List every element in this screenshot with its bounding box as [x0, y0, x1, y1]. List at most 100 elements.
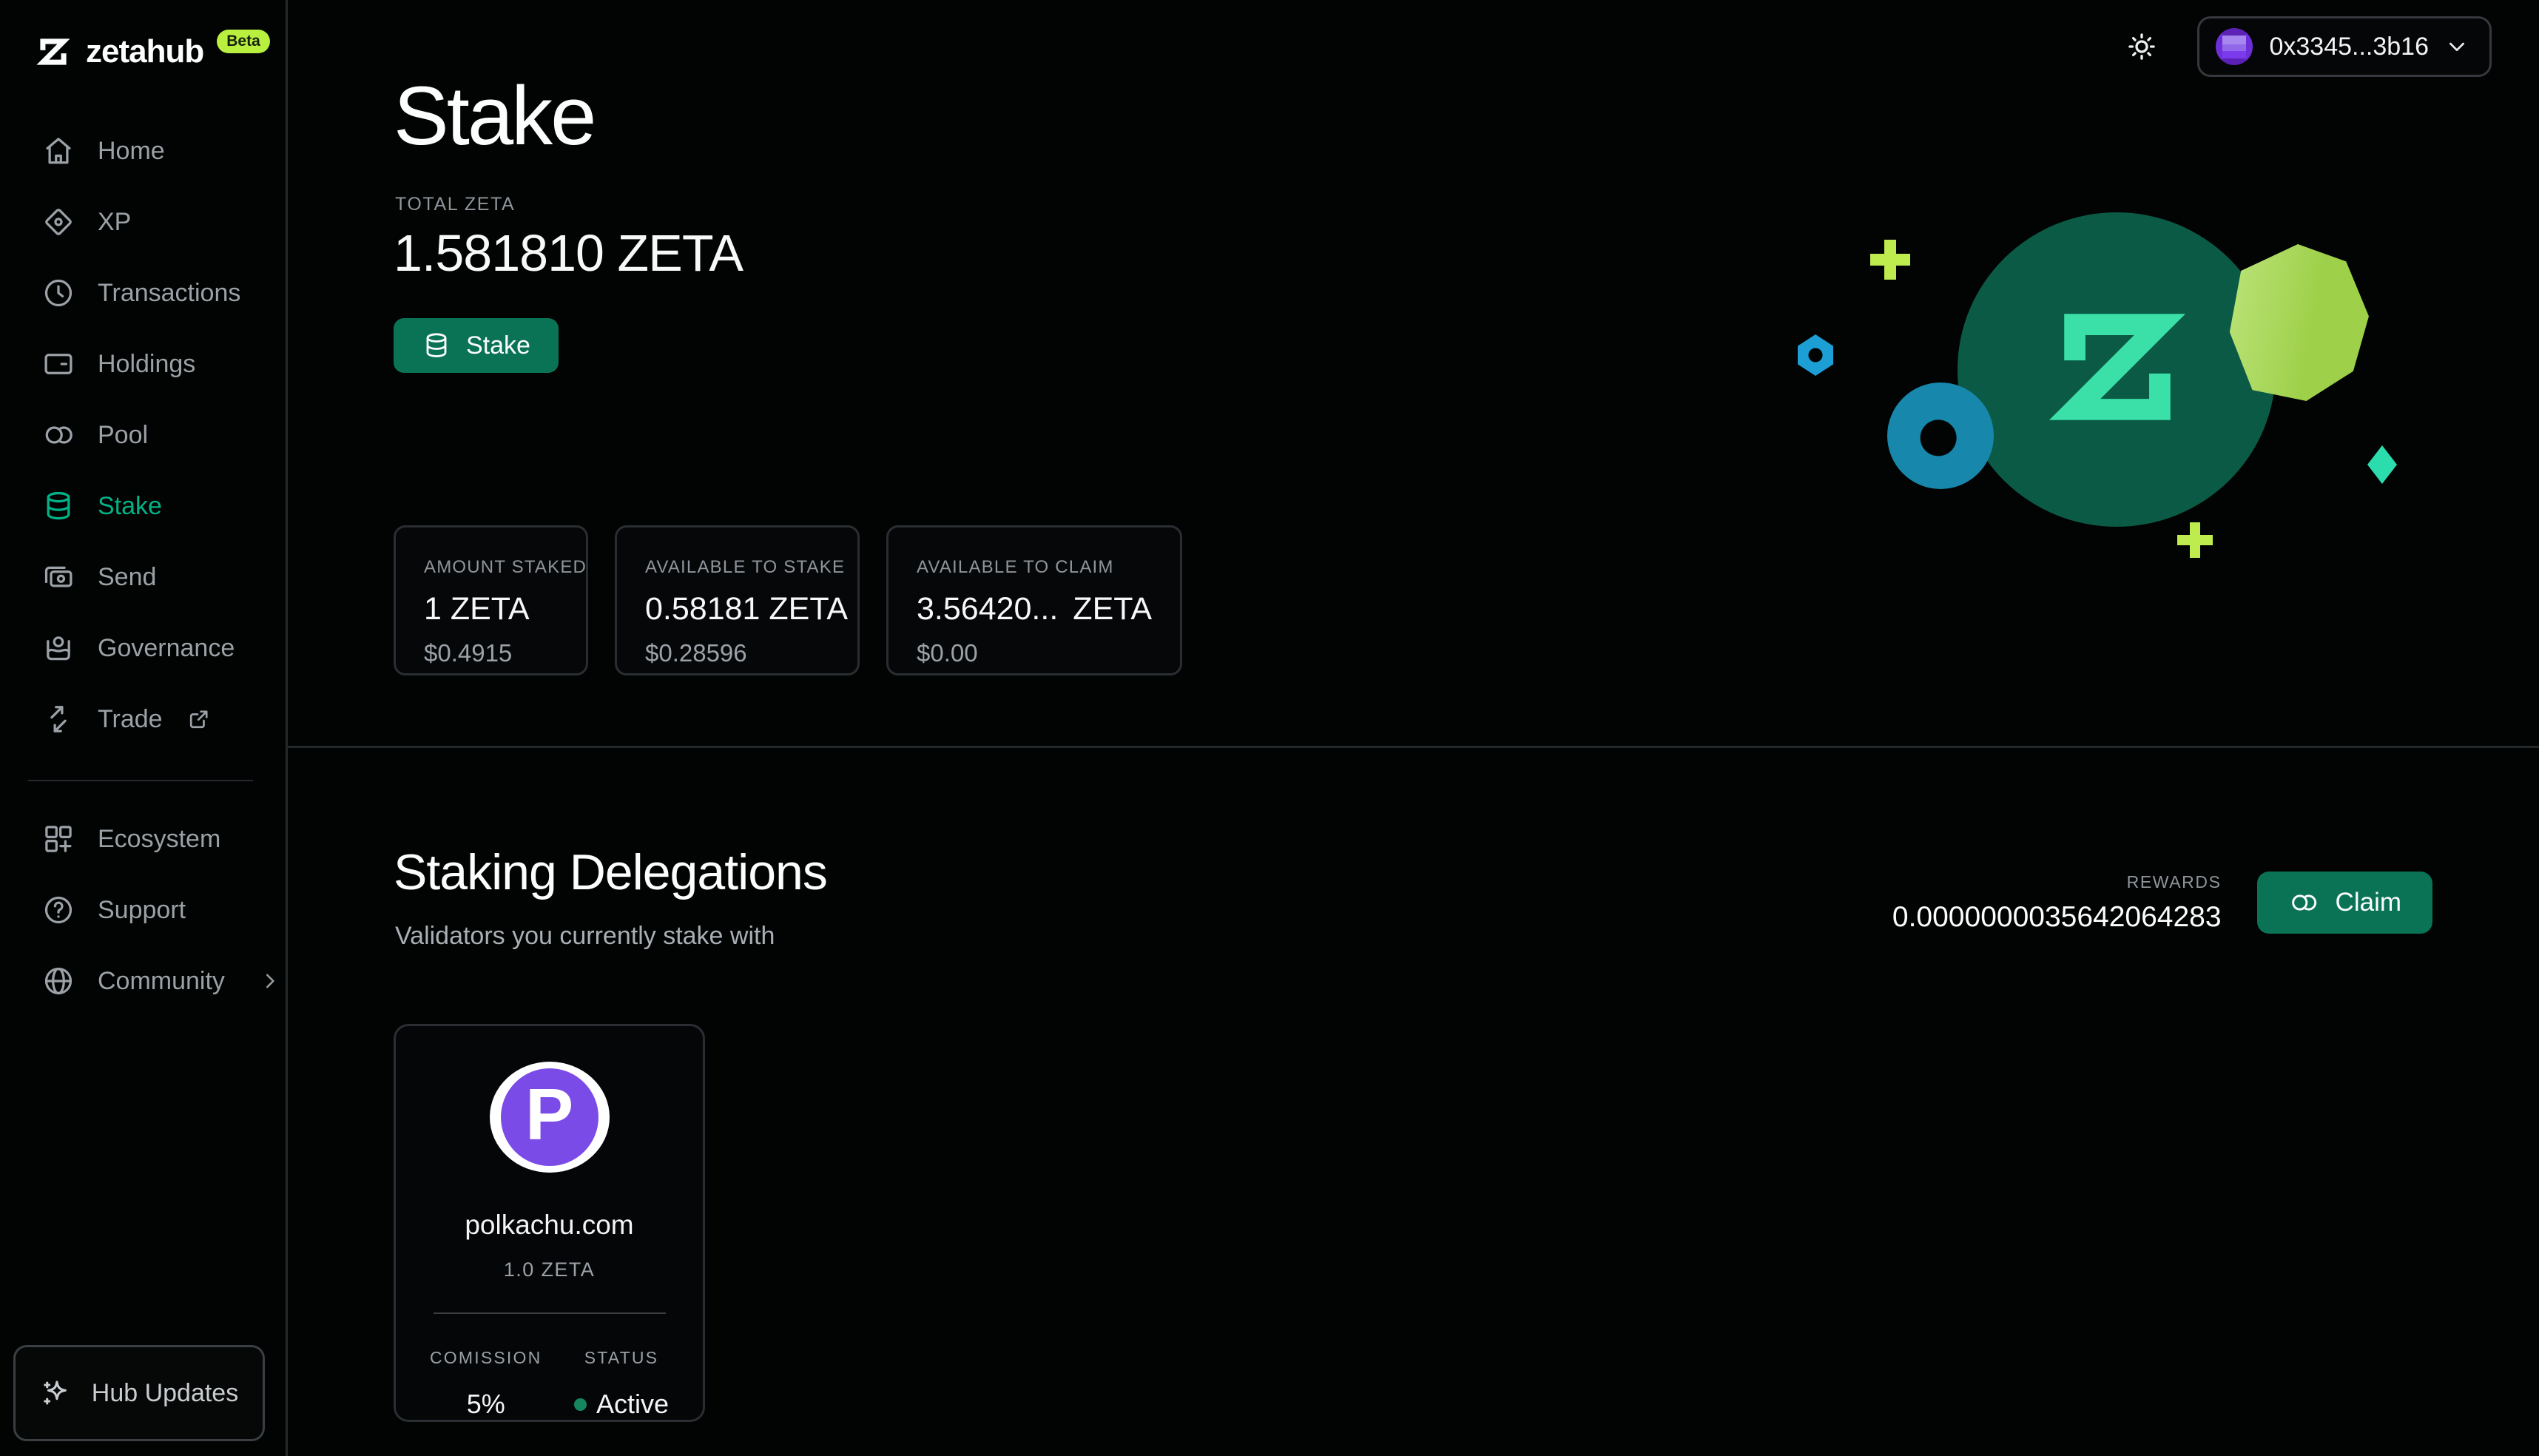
sidebar-item-trade[interactable]: Trade [0, 684, 286, 755]
status-dot-icon [573, 1398, 587, 1411]
help-circle-icon [41, 893, 75, 927]
commission-value: 5% [466, 1389, 505, 1419]
commission-label: COMISSION [430, 1348, 542, 1367]
decor-plus-top [1870, 240, 1910, 280]
sidebar-divider [28, 780, 253, 781]
chevron-down-icon [2445, 35, 2469, 58]
sidebar-item-transactions[interactable]: Transactions [0, 257, 286, 328]
brand-name: zetahub [86, 33, 204, 70]
stat-value: 3.56420... [917, 591, 1059, 627]
rewards-block: REWARDS 0.0000000035642064283 [1892, 872, 2222, 934]
decor-lime-heptagon [2229, 244, 2369, 401]
primary-nav: Home XP Transactions Holdings Pool [0, 115, 286, 1017]
validator-commission: COMISSION 5% [430, 1348, 542, 1420]
database-icon [422, 331, 451, 360]
main-content: 0x3345...3b16 Stake TOTAL ZETA 1.581810 … [288, 0, 2539, 1456]
external-link-icon [185, 707, 212, 732]
sidebar-item-community[interactable]: Community [0, 946, 286, 1017]
validator-card[interactable]: P polkachu.com 1.0 ZETA COMISSION 5% STA… [394, 1024, 705, 1422]
rewards-label: REWARDS [2126, 872, 2222, 892]
stat-cards: AMOUNT STAKED 1 ZETA $0.4915 AVAILABLE T… [394, 525, 1182, 675]
validator-status: STATUS Active [573, 1348, 669, 1420]
stat-label: AMOUNT STAKED [424, 557, 587, 577]
stat-card-amount-staked: AMOUNT STAKED 1 ZETA $0.4915 [394, 525, 588, 675]
sidebar-item-pool[interactable]: Pool [0, 400, 286, 471]
sidebar-item-label: Holdings [98, 349, 196, 378]
stat-value: 0.58181 ZETA [645, 591, 849, 627]
sidebar-item-home[interactable]: Home [0, 115, 286, 186]
stat-usd: $0.4915 [424, 639, 513, 667]
decor-green-circle [1958, 212, 2276, 527]
stat-card-available-to-claim: AVAILABLE TO CLAIM 3.56420... ZETA $0.00 [886, 525, 1182, 675]
stat-card-available-to-stake: AVAILABLE TO STAKE 0.58181 ZETA $0.28596 [615, 525, 860, 675]
ecosystem-grid-icon [41, 822, 75, 856]
sidebar-item-label: Transactions [98, 278, 241, 307]
decor-blue-donut [1887, 382, 1994, 489]
topbar: 0x3345...3b16 [2126, 16, 2492, 77]
stat-label: AVAILABLE TO STAKE [645, 557, 846, 577]
zetachain-logo-icon [34, 33, 73, 71]
stat-value: 1 ZETA [424, 591, 530, 627]
validator-avatar: P [489, 1062, 610, 1173]
hub-updates-label: Hub Updates [91, 1378, 239, 1407]
total-zeta-value: 1.581810 ZETA [394, 224, 744, 282]
stake-button[interactable]: Stake [394, 318, 559, 373]
database-icon [41, 489, 75, 523]
status-label: STATUS [584, 1348, 659, 1367]
status-text: Active [596, 1389, 669, 1419]
stat-value-unit: ZETA [1073, 591, 1152, 627]
sidebar-item-label: Trade [98, 704, 163, 733]
trade-arrows-icon [41, 702, 75, 736]
sidebar-item-label: Stake [98, 491, 162, 520]
rewards-value: 0.0000000035642064283 [1892, 900, 2222, 933]
validator-meta: COMISSION 5% STATUS Active [396, 1348, 703, 1420]
claim-button[interactable]: Claim [2256, 872, 2432, 934]
sidebar-item-label: XP [98, 207, 132, 236]
sidebar-item-stake[interactable]: Stake [0, 471, 286, 542]
governance-icon [41, 631, 75, 665]
validator-staked-amount: 1.0 ZETA [503, 1258, 596, 1281]
theme-toggle-button[interactable] [2126, 31, 2157, 62]
sparkle-icon [40, 1377, 73, 1409]
polkachu-logo-icon: P [500, 1068, 598, 1167]
stat-usd: $0.28596 [645, 639, 747, 667]
sidebar-item-label: Governance [98, 633, 235, 662]
sidebar-item-support[interactable]: Support [0, 874, 286, 946]
sidebar-item-label: Pool [98, 420, 149, 449]
sidebar-item-xp[interactable]: XP [0, 186, 286, 257]
wallet-address: 0x3345...3b16 [2269, 32, 2429, 61]
validator-name: polkachu.com [465, 1210, 634, 1241]
sidebar-item-holdings[interactable]: Holdings [0, 328, 286, 400]
wallet-button[interactable]: 0x3345...3b16 [2197, 16, 2492, 77]
stat-label: AVAILABLE TO CLAIM [917, 557, 1114, 577]
sidebar-item-send[interactable]: Send [0, 542, 286, 613]
hero-illustration [1776, 191, 2456, 605]
hub-updates-button[interactable]: Hub Updates [13, 1345, 265, 1441]
sidebar-item-ecosystem[interactable]: Ecosystem [0, 803, 286, 874]
wallet-card-icon [41, 347, 75, 381]
sidebar-item-label: Support [98, 895, 186, 924]
pool-circles-icon [41, 418, 75, 452]
zeta-logo-decor-icon [2049, 314, 2186, 420]
delegations-subtitle: Validators you currently stake with [395, 922, 775, 950]
rewards-group: REWARDS 0.0000000035642064283 Claim [1892, 872, 2432, 934]
claim-button-label: Claim [2335, 888, 2401, 917]
wallet-avatar [2216, 28, 2253, 65]
sun-icon [2126, 31, 2157, 62]
sidebar-item-label: Home [98, 136, 165, 165]
section-divider [288, 746, 2539, 748]
decor-teal-diamond [2367, 445, 2397, 484]
delegations-title: Staking Delegations [394, 844, 828, 900]
decor-plus-bottom [2177, 522, 2213, 558]
xp-diamond-icon [41, 205, 75, 239]
validator-card-divider [433, 1312, 666, 1314]
globe-icon [41, 964, 75, 998]
sidebar-item-label: Send [98, 562, 157, 591]
page-title: Stake [394, 70, 596, 162]
clock-icon [41, 276, 75, 310]
sidebar-item-governance[interactable]: Governance [0, 613, 286, 684]
send-cash-icon [41, 560, 75, 594]
brand-logo[interactable]: zetahub Beta [0, 30, 286, 73]
status-value: Active [573, 1389, 669, 1420]
decor-blue-hexagon [1798, 334, 1833, 376]
